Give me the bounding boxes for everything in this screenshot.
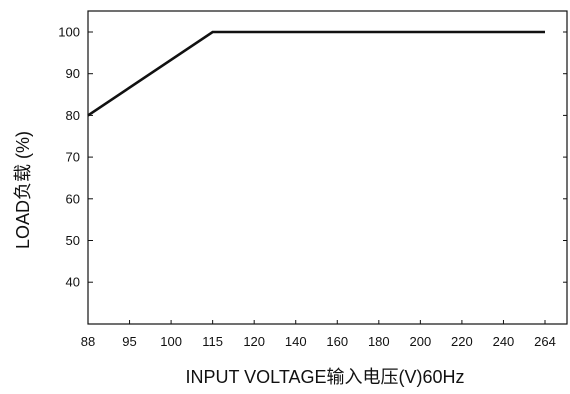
x-tick-label: 100 bbox=[160, 334, 182, 349]
x-tick-label: 120 bbox=[243, 334, 265, 349]
x-tick-label: 264 bbox=[534, 334, 556, 349]
y-tick-label: 50 bbox=[66, 233, 80, 248]
y-tick-label: 70 bbox=[66, 150, 80, 165]
x-tick-label: 115 bbox=[202, 334, 223, 349]
y-tick-label: 90 bbox=[66, 66, 80, 81]
y-tick-label: 100 bbox=[58, 25, 80, 40]
load-curve-line bbox=[88, 32, 545, 115]
x-tick-label: 88 bbox=[81, 334, 95, 349]
y-tick-label: 40 bbox=[66, 275, 80, 290]
y-tick-label: 60 bbox=[66, 191, 80, 206]
x-tick-label: 140 bbox=[285, 334, 307, 349]
y-axis: 40 50 60 70 80 90 100 bbox=[58, 25, 567, 290]
x-tick-label: 95 bbox=[122, 334, 136, 349]
x-tick-label: 160 bbox=[326, 334, 348, 349]
x-tick-label: 200 bbox=[410, 334, 432, 349]
plot-frame bbox=[88, 11, 567, 324]
x-tick-label: 180 bbox=[368, 334, 390, 349]
y-axis-title: LOAD负载 (%) bbox=[13, 131, 33, 249]
x-tick-label: 220 bbox=[451, 334, 473, 349]
x-tick-label: 240 bbox=[493, 334, 515, 349]
y-tick-label: 80 bbox=[66, 108, 80, 123]
x-axis-title: INPUT VOLTAGE输入电压(V)60Hz bbox=[185, 367, 464, 387]
